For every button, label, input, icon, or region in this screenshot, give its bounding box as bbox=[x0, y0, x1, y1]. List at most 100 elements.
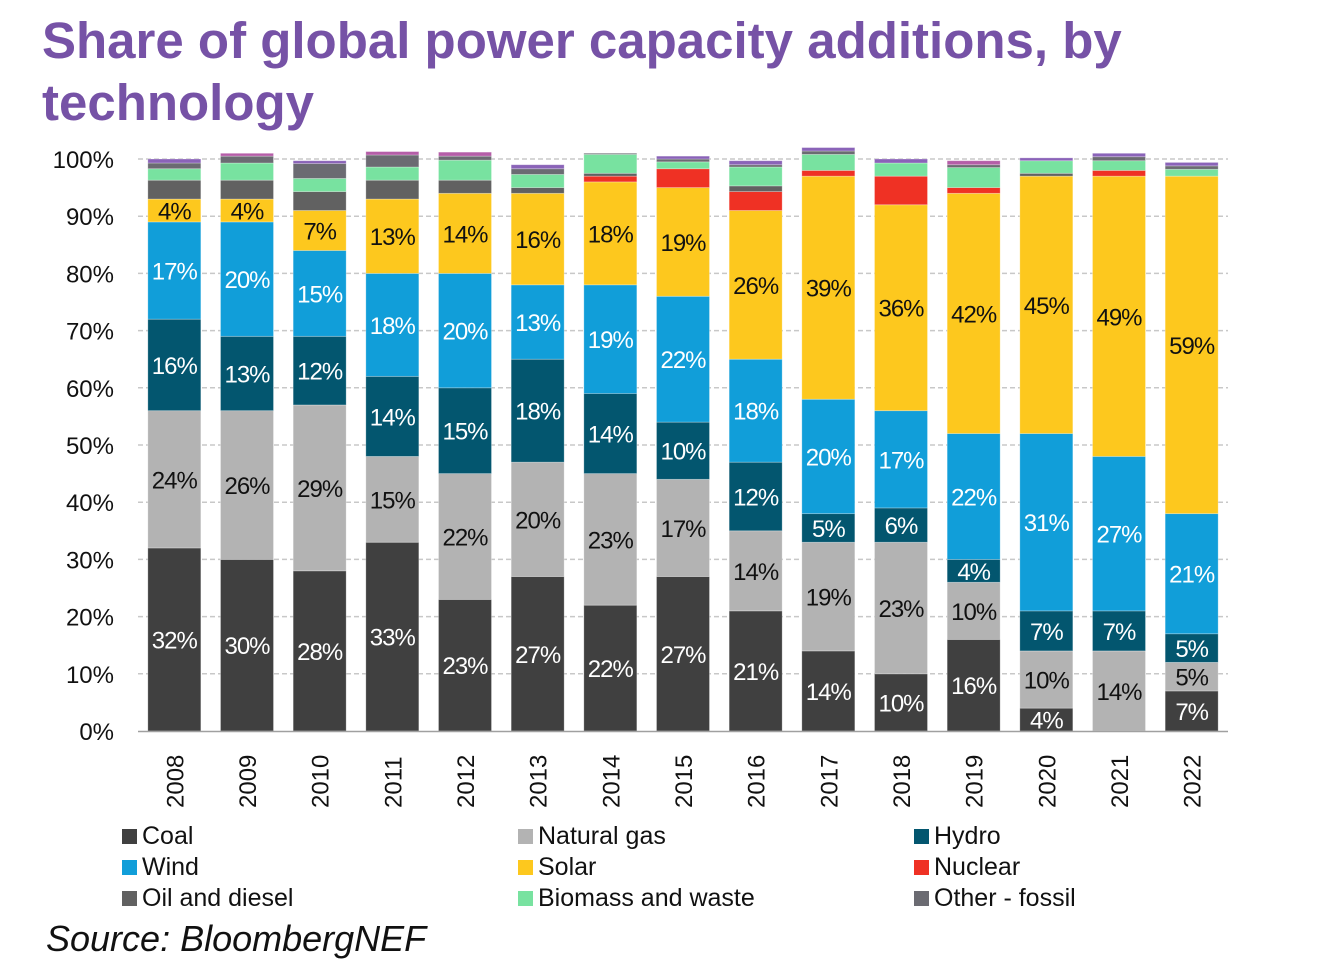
legend-swatch bbox=[518, 860, 533, 875]
data-label: 32% bbox=[152, 627, 198, 654]
data-label: 45% bbox=[1024, 293, 1070, 320]
data-label: 23% bbox=[442, 653, 488, 680]
bar-segment-solar-2022 bbox=[1164, 175, 1219, 515]
data-label: 7% bbox=[1030, 619, 1063, 646]
data-label: 15% bbox=[442, 419, 488, 446]
x-axis-ticks: 2008 2009 2010 2011 2012 2013 2014 2015 2016 2017… bbox=[162, 755, 1206, 808]
data-label: 22% bbox=[442, 525, 488, 552]
bar-segment-coal-2011 bbox=[365, 541, 420, 732]
legend-item-biomass-and-waste: Biomass and waste bbox=[518, 884, 755, 913]
y-axis-ticks: 0% 10% 20% 30% 40% 50% 60% 70% 80% 90% 100% bbox=[53, 147, 114, 746]
bar-stack-2010 bbox=[292, 160, 347, 732]
bar-segment-oil-and-diesel-2010 bbox=[292, 191, 347, 211]
bar-stack-2017 bbox=[801, 147, 856, 732]
bar-segment-wind-2019 bbox=[946, 433, 1001, 560]
bar-segment-solar-2016 bbox=[728, 210, 783, 360]
bar-segment-other-2013 bbox=[510, 164, 565, 170]
bar-segment-solar-2018 bbox=[874, 204, 928, 412]
legend-swatch bbox=[518, 829, 533, 844]
data-label: 23% bbox=[588, 527, 634, 554]
bar-segment-biomass-and-waste-2015 bbox=[656, 161, 710, 170]
bar-segment-other-2019 bbox=[946, 160, 1001, 166]
data-label: 20% bbox=[515, 507, 561, 534]
bar-stack-2014 bbox=[583, 152, 638, 732]
data-label: 14% bbox=[1096, 679, 1142, 706]
data-label: 14% bbox=[442, 221, 488, 248]
bar-segment-wind-2013 bbox=[510, 284, 565, 360]
bar-segment-natural-gas-2010 bbox=[292, 404, 347, 572]
data-label: 27% bbox=[660, 642, 706, 669]
data-label: 7% bbox=[1175, 699, 1208, 726]
bar-segment-nuclear-2019 bbox=[946, 187, 1001, 194]
data-label: 23% bbox=[878, 596, 924, 623]
data-label: 19% bbox=[660, 230, 706, 257]
legend-swatch bbox=[914, 891, 929, 906]
bar-segment-solar-2021 bbox=[1092, 175, 1146, 457]
bar-segment-coal-2018 bbox=[874, 673, 928, 732]
bar-segment-other-fossil-2009 bbox=[220, 155, 274, 164]
data-label: 17% bbox=[878, 447, 924, 474]
legend-label: Natural gas bbox=[538, 822, 666, 850]
legend-label: Wind bbox=[142, 853, 199, 881]
legend-label: Solar bbox=[538, 853, 597, 881]
bar-segment-biomass-and-waste-2017 bbox=[801, 154, 856, 171]
data-label: 10% bbox=[951, 599, 997, 626]
legend-item-other-fossil: Other - fossil bbox=[914, 884, 1076, 913]
bar-segment-nuclear-2015 bbox=[656, 168, 710, 188]
bar-segment-wind-2014 bbox=[583, 284, 638, 394]
bar-segment-oil-and-diesel-2009 bbox=[220, 179, 274, 200]
bar-segment-biomass-and-waste-2013 bbox=[510, 174, 565, 189]
bar-segment-biomass-and-waste-2021 bbox=[1092, 160, 1146, 171]
data-label: 31% bbox=[1024, 510, 1070, 537]
bar-segment-wind-2011 bbox=[365, 272, 420, 377]
bar-segment-natural-gas-2014 bbox=[583, 473, 638, 606]
data-label: 5% bbox=[812, 516, 845, 543]
bar-segment-oil-and-diesel-2013 bbox=[510, 187, 565, 194]
bars bbox=[147, 147, 1219, 732]
bar-segment-biomass-and-waste-2009 bbox=[220, 162, 274, 181]
bar-stack-2009 bbox=[220, 152, 274, 732]
bar-segment-other-2018 bbox=[874, 158, 928, 164]
bar-segment-hydro-2010 bbox=[292, 335, 347, 406]
data-label: 16% bbox=[951, 673, 997, 700]
bar-segment-natural-gas-2021 bbox=[1092, 650, 1146, 732]
bar-segment-wind-2020 bbox=[1019, 433, 1074, 612]
x-tick-label: 2020 bbox=[1034, 755, 1061, 808]
legend-item-natural-gas: Natural gas bbox=[518, 822, 666, 851]
data-label: 10% bbox=[878, 690, 924, 717]
legend-swatch bbox=[122, 829, 137, 844]
legend-item-nuclear: Nuclear bbox=[914, 853, 1020, 882]
x-tick-label: 2016 bbox=[744, 755, 771, 808]
y-tick-label: 90% bbox=[66, 204, 114, 231]
bar-segment-natural-gas-2018 bbox=[874, 541, 928, 675]
data-label: 5% bbox=[1175, 665, 1208, 692]
bar-segment-hydro-2008 bbox=[147, 318, 202, 412]
bar-segment-coal-2013 bbox=[510, 576, 565, 732]
bar-segment-solar-2020 bbox=[1019, 175, 1074, 434]
bar-segment-biomass-and-waste-2016 bbox=[728, 166, 783, 187]
bar-segment-hydro-2011 bbox=[365, 375, 420, 457]
legend-label: Oil and diesel bbox=[142, 884, 294, 912]
x-tick-label: 2019 bbox=[962, 755, 989, 808]
bar-segment-biomass-and-waste-2020 bbox=[1019, 160, 1074, 174]
bar-stack-2019 bbox=[946, 160, 1001, 732]
bar-segment-natural-gas-2022 bbox=[1164, 661, 1219, 692]
data-labels: 32% 24% 16% 17% 4% 30% 26% 13% 20% 4% 28% 29% 12% 15%… bbox=[152, 198, 1216, 734]
data-label: 21% bbox=[733, 659, 779, 686]
bar-segment-oil-and-diesel-2012 bbox=[438, 179, 492, 194]
bar-segment-natural-gas-2009 bbox=[220, 410, 274, 560]
data-label: 36% bbox=[878, 296, 924, 323]
x-tick-label: 2008 bbox=[162, 755, 189, 808]
bar-segment-other-2022 bbox=[1164, 162, 1219, 167]
legend-label: Nuclear bbox=[934, 853, 1021, 881]
bar-stack-2021 bbox=[1092, 152, 1146, 732]
bar-segment-biomass-and-waste-2018 bbox=[874, 162, 928, 177]
bar-segment-solar-2014 bbox=[583, 181, 638, 286]
data-label: 27% bbox=[1096, 522, 1142, 549]
bar-stack-2018 bbox=[874, 158, 928, 732]
bar-stack-2020 bbox=[1019, 157, 1074, 732]
y-tick-label: 60% bbox=[66, 376, 114, 403]
bar-segment-nuclear-2014 bbox=[583, 175, 638, 183]
data-label: 14% bbox=[806, 679, 852, 706]
data-label: 29% bbox=[297, 476, 343, 503]
